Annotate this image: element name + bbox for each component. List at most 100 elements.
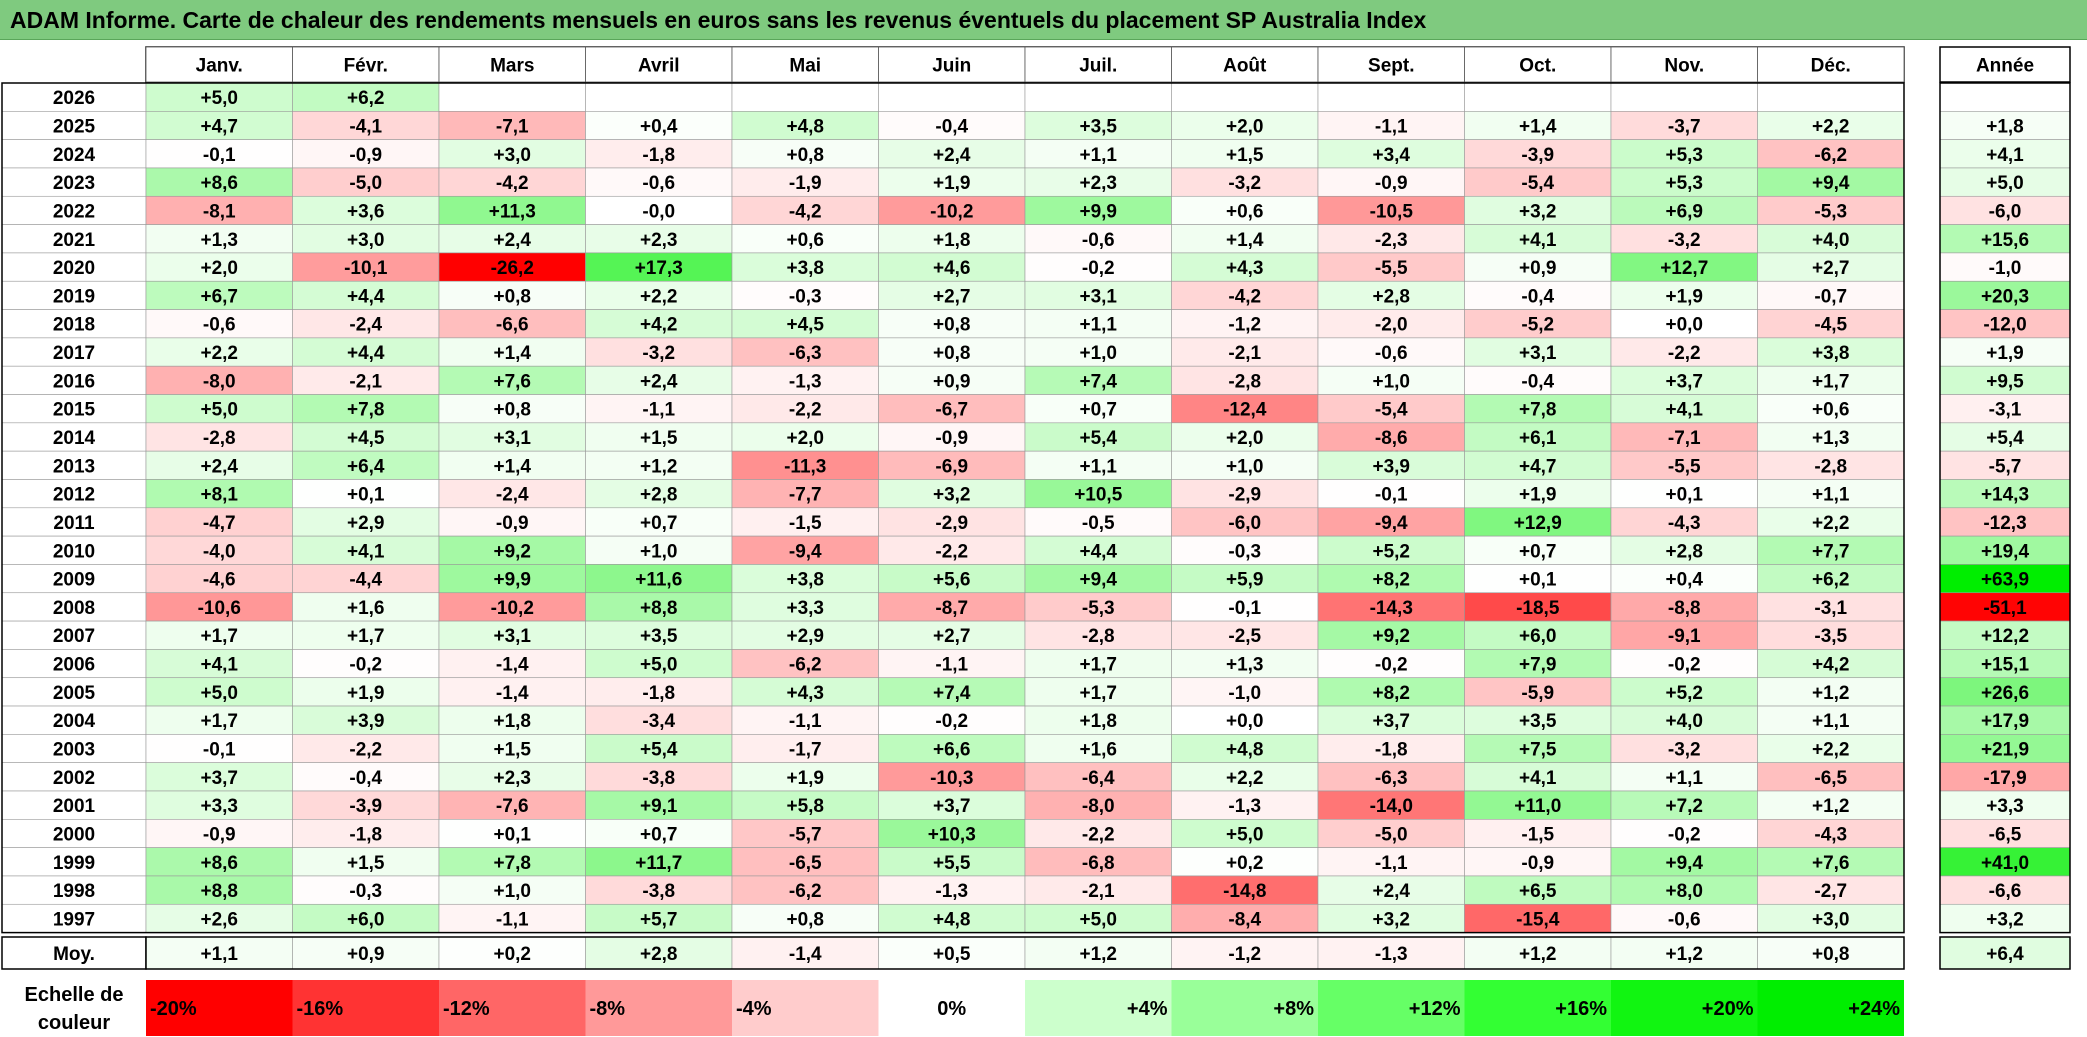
- heatmap-cell: [438, 705, 586, 735]
- heatmap-cell-value: -4,5: [1814, 315, 1847, 336]
- annual-cell-value: +5,4: [1986, 428, 2024, 449]
- heatmap-cell: [292, 450, 440, 480]
- heatmap-cell-value: -3,4: [642, 711, 675, 732]
- heatmap-cell-value: -0,2: [1375, 655, 1408, 676]
- heatmap-cell-value: +0,4: [1665, 570, 1703, 591]
- heatmap-cell: [1610, 705, 1758, 735]
- heatmap-cell: [1171, 365, 1319, 395]
- month-header-label: Juil.: [1079, 56, 1117, 77]
- heatmap-cell: [1757, 309, 1905, 339]
- heatmap-cell: [438, 139, 586, 169]
- heatmap-cell: [145, 450, 293, 480]
- scale-swatch: [1318, 980, 1465, 1036]
- heatmap-cell: [731, 252, 879, 282]
- heatmap-cell-value: +4,7: [1519, 456, 1557, 477]
- heatmap-cell-value: +1,1: [1812, 485, 1850, 506]
- heatmap-cell-value: +2,3: [1079, 173, 1117, 194]
- heatmap-cell-value: +3,2: [933, 485, 971, 506]
- heatmap-cell: [1171, 224, 1319, 254]
- heatmap-cell: [1171, 507, 1319, 537]
- heatmap-cell: [1610, 111, 1758, 140]
- heatmap-cell-value: -0,1: [1228, 598, 1261, 619]
- heatmap-cell-value: +9,2: [493, 541, 531, 562]
- heatmap-cell-value: +2,8: [1665, 541, 1703, 562]
- heatmap-cell: [1610, 337, 1758, 367]
- year-label: 2001: [53, 796, 96, 817]
- heatmap-cell-value: -6,7: [935, 400, 968, 421]
- year-cell: [1, 819, 147, 848]
- heatmap-cell: [1610, 450, 1758, 480]
- heatmap-cell-value: +0,7: [640, 513, 678, 534]
- heatmap-cell: [731, 705, 879, 735]
- heatmap-cell: [1464, 82, 1612, 112]
- heatmap-cell: [292, 309, 440, 339]
- heatmap-cell: [292, 649, 440, 679]
- heatmap-cell-value: +5,5: [933, 853, 971, 874]
- heatmap-cell: [585, 819, 733, 848]
- heatmap-cell: [1757, 337, 1905, 367]
- heatmap-cell-value: -2,3: [1375, 230, 1408, 251]
- heatmap-cell-value: +1,9: [1519, 485, 1557, 506]
- heatmap-cell-value: +1,7: [200, 711, 238, 732]
- heatmap-cell: [1610, 847, 1758, 877]
- heatmap-cell: [1610, 649, 1758, 679]
- heatmap-cell-value: -6,4: [1082, 768, 1115, 789]
- heatmap-cell-value: +1,8: [933, 230, 971, 251]
- annual-cell: [1939, 337, 2071, 367]
- heatmap-cell-value: +1,7: [1079, 683, 1117, 704]
- heatmap-cell-value: -0,4: [935, 116, 968, 137]
- heatmap-cell-value: +3,8: [786, 258, 824, 279]
- heatmap-cell-value: -0,9: [1521, 853, 1554, 874]
- heatmap-cell-value: +3,1: [493, 428, 531, 449]
- heatmap-cell: [731, 790, 879, 820]
- heatmap-cell: [878, 337, 1026, 367]
- heatmap-cell: [585, 903, 733, 933]
- heatmap-cell-value: -0,6: [642, 173, 675, 194]
- year-label: 2017: [53, 343, 95, 364]
- heatmap-cell: [1171, 762, 1319, 792]
- year-label: 2005: [53, 683, 96, 704]
- month-header-cell: [1464, 46, 1612, 83]
- average-cell-value: +1,1: [200, 944, 238, 965]
- heatmap-cell-value: +2,0: [200, 258, 238, 279]
- year-label: 2013: [53, 456, 95, 477]
- heatmap-cell-value: +7,8: [493, 853, 531, 874]
- heatmap-cell: [1171, 139, 1319, 169]
- heatmap-cell: [1024, 309, 1172, 339]
- annual-cell-value: +15,1: [1981, 655, 2030, 676]
- heatmap-cell: [438, 734, 586, 763]
- heatmap-cell-value: +7,4: [1079, 371, 1117, 392]
- heatmap-cell-value: +5,3: [1665, 173, 1703, 194]
- year-label: 2000: [53, 824, 95, 845]
- month-header-cell: [878, 46, 1026, 83]
- heatmap-cell-value: +1,6: [347, 598, 385, 619]
- year-label: 2011: [53, 513, 95, 534]
- annual-cell-value: -17,9: [1983, 768, 2026, 789]
- heatmap-cell-value: +0,9: [933, 371, 971, 392]
- heatmap-cell-value: -1,1: [789, 711, 822, 732]
- heatmap-cell-value: +12,7: [1660, 258, 1708, 279]
- average-cell: [145, 936, 293, 970]
- heatmap-cell-value: +6,5: [1519, 881, 1557, 902]
- heatmap-cell: [1024, 592, 1172, 622]
- heatmap-cell-value: +4,4: [347, 286, 385, 307]
- heatmap-cell: [1171, 819, 1319, 848]
- year-cell: [1, 479, 147, 509]
- annual-cell-value: -6,5: [1989, 824, 2022, 845]
- heatmap-cell-value: +1,3: [1812, 428, 1850, 449]
- heatmap-cell-value: -6,8: [1082, 853, 1115, 874]
- heatmap-cell-value: +4,3: [1226, 258, 1264, 279]
- heatmap-cell-value: -11,3: [784, 456, 826, 477]
- heatmap-cell: [731, 365, 879, 395]
- heatmap-cell-value: -0,2: [935, 711, 968, 732]
- scale-swatch-label: +16%: [1555, 998, 1607, 1020]
- heatmap-cell: [1171, 875, 1319, 905]
- heatmap-cell: [585, 507, 733, 537]
- heatmap-cell-value: +8,6: [200, 853, 238, 874]
- heatmap-cell-value: +2,7: [933, 626, 971, 647]
- heatmap-cell: [292, 790, 440, 820]
- heatmap-cell: [145, 819, 293, 848]
- heatmap-cell-value: +1,9: [1665, 286, 1703, 307]
- heatmap-cell-value: +2,9: [786, 626, 824, 647]
- heatmap-cell-value: -0,1: [203, 145, 236, 166]
